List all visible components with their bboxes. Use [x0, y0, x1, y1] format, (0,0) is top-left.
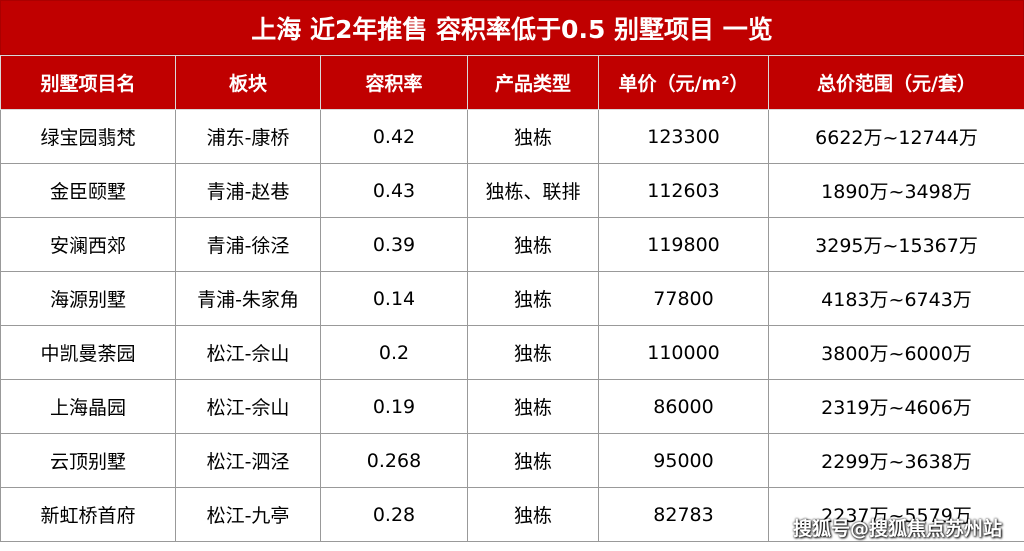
table-cell: 独栋 — [467, 433, 599, 488]
table-row: 中凯曼荼园 松江-佘山 0.2 独栋 110000 3800万~6000万 — [0, 325, 1024, 380]
table-cell: 6622万~12744万 — [768, 109, 1024, 164]
table-cell: 0.14 — [320, 271, 468, 326]
table-cell: 0.19 — [320, 379, 468, 434]
table-cell: 独栋、联排 — [467, 163, 599, 218]
table-cell: 海源别墅 — [0, 271, 176, 326]
table-cell: 2237万~5579万 — [768, 487, 1024, 542]
column-header: 板块 — [175, 55, 321, 110]
table-cell: 安澜西郊 — [0, 217, 176, 272]
table-cell: 松江-九亭 — [175, 487, 321, 542]
table-cell: 0.39 — [320, 217, 468, 272]
table-cell: 0.28 — [320, 487, 468, 542]
table-cell: 95000 — [598, 433, 769, 488]
table-cell: 独栋 — [467, 325, 599, 380]
table-cell: 3800万~6000万 — [768, 325, 1024, 380]
table-cell: 2299万~3638万 — [768, 433, 1024, 488]
table-row: 海源别墅 青浦-朱家角 0.14 独栋 77800 4183万~6743万 — [0, 271, 1024, 326]
table-cell: 浦东-康桥 — [175, 109, 321, 164]
table-cell: 上海晶园 — [0, 379, 176, 434]
table-cell: 86000 — [598, 379, 769, 434]
table-cell: 2319万~4606万 — [768, 379, 1024, 434]
table-body: 绿宝园翡梵 浦东-康桥 0.42 独栋 123300 6622万~12744万 金臣颐墅 青浦… — [0, 109, 1024, 542]
table-cell: 独栋 — [467, 217, 599, 272]
table-cell: 新虹桥首府 — [0, 487, 176, 542]
data-table: 别墅项目名 板块 容积率 产品类型 单价（元/m²） 总价范围（元/套） 绿宝园翡梵 浦东-… — [0, 55, 1024, 542]
table-cell: 4183万~6743万 — [768, 271, 1024, 326]
table-cell: 3295万~15367万 — [768, 217, 1024, 272]
column-header: 别墅项目名 — [0, 55, 176, 110]
table-cell: 青浦-朱家角 — [175, 271, 321, 326]
column-header: 单价（元/m²） — [598, 55, 769, 110]
table-row: 云顶别墅 松江-泗泾 0.268 独栋 95000 2299万~3638万 — [0, 433, 1024, 488]
table-cell: 82783 — [598, 487, 769, 542]
table-cell: 独栋 — [467, 271, 599, 326]
table-row: 新虹桥首府 松江-九亭 0.28 独栋 82783 2237万~5579万 — [0, 487, 1024, 542]
table-cell: 松江-佘山 — [175, 325, 321, 380]
table-cell: 独栋 — [467, 109, 599, 164]
table-cell: 青浦-赵巷 — [175, 163, 321, 218]
table-cell: 0.43 — [320, 163, 468, 218]
table-cell: 1890万~3498万 — [768, 163, 1024, 218]
table-cell: 77800 — [598, 271, 769, 326]
table-cell: 松江-泗泾 — [175, 433, 321, 488]
table-row: 金臣颐墅 青浦-赵巷 0.43 独栋、联排 112603 1890万~3498万 — [0, 163, 1024, 218]
table-cell: 松江-佘山 — [175, 379, 321, 434]
table-row: 安澜西郊 青浦-徐泾 0.39 独栋 119800 3295万~15367万 — [0, 217, 1024, 272]
table-cell: 0.2 — [320, 325, 468, 380]
table-row: 绿宝园翡梵 浦东-康桥 0.42 独栋 123300 6622万~12744万 — [0, 109, 1024, 164]
table-cell: 青浦-徐泾 — [175, 217, 321, 272]
table-cell: 0.268 — [320, 433, 468, 488]
table-cell: 中凯曼荼园 — [0, 325, 176, 380]
table-cell: 110000 — [598, 325, 769, 380]
table-cell: 0.42 — [320, 109, 468, 164]
header-row: 别墅项目名 板块 容积率 产品类型 单价（元/m²） 总价范围（元/套） — [0, 55, 1024, 110]
table-cell: 112603 — [598, 163, 769, 218]
column-header: 总价范围（元/套） — [768, 55, 1024, 110]
table-cell: 绿宝园翡梵 — [0, 109, 176, 164]
table-cell: 独栋 — [467, 487, 599, 542]
table-cell: 独栋 — [467, 379, 599, 434]
table-title: 上海 近2年推售 容积率低于0.5 别墅项目 一览 — [0, 0, 1024, 55]
column-header: 容积率 — [320, 55, 468, 110]
table-cell: 云顶别墅 — [0, 433, 176, 488]
table-row: 上海晶园 松江-佘山 0.19 独栋 86000 2319万~4606万 — [0, 379, 1024, 434]
table-cell: 123300 — [598, 109, 769, 164]
table-cell: 119800 — [598, 217, 769, 272]
watermark: 搜狐号@搜狐焦点苏州站 — [792, 518, 1002, 540]
table-cell: 金臣颐墅 — [0, 163, 176, 218]
column-header: 产品类型 — [467, 55, 599, 110]
